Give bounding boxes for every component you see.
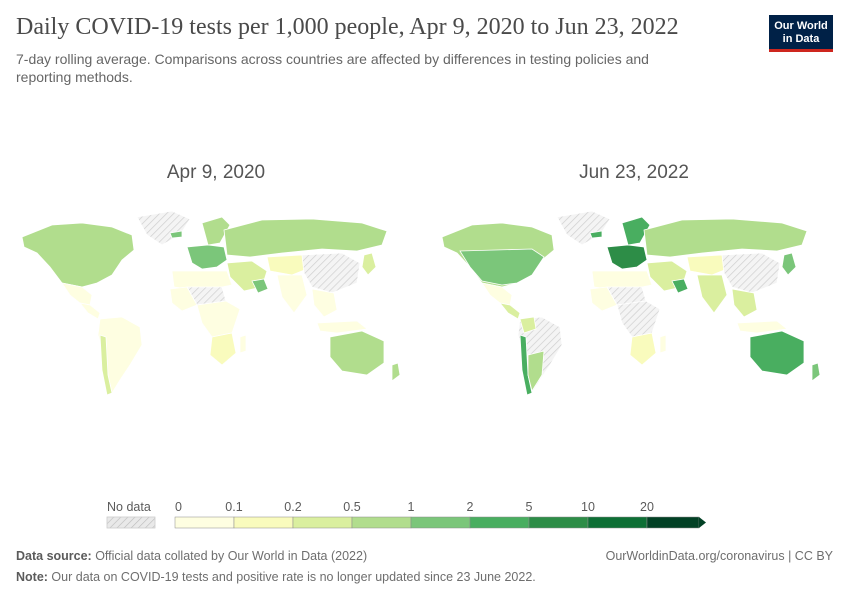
legend-tick-label: 5: [526, 500, 533, 514]
region-southeast-asia[interactable]: [731, 288, 758, 318]
region-australia[interactable]: [749, 330, 805, 376]
legend-no-data-label: No data: [107, 500, 151, 514]
legend-tick-label: 0.5: [343, 500, 360, 514]
footer-note: Note: Our data on COVID-19 tests and pos…: [16, 570, 536, 584]
world-map-right[interactable]: [432, 205, 837, 410]
legend-bin-0: [174, 516, 235, 529]
chart-subtitle: 7-day rolling average. Comparisons acros…: [16, 51, 649, 85]
region-gulf[interactable]: [251, 278, 269, 294]
legend-bin-5: [469, 516, 530, 529]
region-central-asia[interactable]: [266, 254, 313, 276]
region-south-africa[interactable]: [629, 332, 657, 366]
region-usa[interactable]: [459, 248, 545, 286]
legend-tick-label: 20: [640, 500, 654, 514]
note-label: Note:: [16, 570, 48, 584]
legend-tick-label: 0.1: [225, 500, 242, 514]
region-japan-korea[interactable]: [361, 252, 377, 276]
region-russia[interactable]: [643, 218, 808, 258]
region-north-america[interactable]: [21, 222, 135, 288]
region-europe-west[interactable]: [186, 244, 228, 270]
logo-line-1: Our World: [774, 20, 828, 32]
legend-bin-8: [646, 516, 700, 529]
legend-tick-label: 10: [581, 500, 595, 514]
region-colombia[interactable]: [519, 316, 537, 334]
legend-tick-label: 0.2: [284, 500, 301, 514]
region-south-africa[interactable]: [209, 332, 237, 366]
region-central-america[interactable]: [499, 302, 521, 320]
region-indonesia[interactable]: [316, 320, 368, 334]
source-link[interactable]: OurWorldinData.org/coronavirus | CC BY: [605, 549, 833, 563]
data-source-label: Data source:: [16, 549, 92, 563]
region-new-zealand[interactable]: [811, 362, 821, 382]
region-madagascar[interactable]: [239, 334, 247, 354]
map-right-title: Jun 23, 2022: [579, 162, 689, 183]
region-europe-west[interactable]: [606, 244, 648, 270]
region-mexico[interactable]: [481, 282, 513, 306]
logo-line-2: in Data: [782, 33, 820, 45]
color-legend: No data 0 0.1 0.2 0.5 1 2 5 10 20: [106, 500, 706, 529]
legend-tick-label: 0: [175, 500, 182, 514]
region-china[interactable]: [721, 252, 781, 294]
legend-bin-4: [410, 516, 471, 529]
map-left-title: Apr 9, 2020: [166, 162, 266, 183]
region-central-africa[interactable]: [196, 300, 241, 338]
region-madagascar[interactable]: [659, 334, 667, 354]
data-source: Data source: Official data collated by O…: [16, 549, 367, 563]
region-russia[interactable]: [223, 218, 388, 258]
note-text: Our data on COVID-19 tests and positive …: [47, 570, 536, 584]
region-iceland[interactable]: [169, 230, 183, 239]
chart-title: Daily COVID-19 tests per 1,000 people, A…: [16, 14, 679, 40]
region-greenland[interactable]: [136, 210, 191, 246]
region-china[interactable]: [301, 252, 361, 294]
region-japan-korea[interactable]: [781, 252, 797, 276]
legend-bin-3: [351, 516, 412, 529]
region-central-america[interactable]: [79, 302, 101, 320]
region-mexico[interactable]: [61, 282, 93, 306]
data-source-text: Official data collated by Our World in D…: [91, 549, 368, 563]
region-gulf[interactable]: [671, 278, 689, 294]
legend-bin-2: [292, 516, 353, 529]
region-central-asia[interactable]: [686, 254, 733, 276]
region-central-africa[interactable]: [616, 300, 661, 338]
region-south-asia[interactable]: [696, 274, 728, 314]
legend-tick-label: 2: [467, 500, 474, 514]
world-map-left[interactable]: [12, 205, 417, 410]
legend-arrow: [699, 517, 706, 528]
legend-no-data-swatch: [106, 516, 156, 529]
region-argentina[interactable]: [527, 350, 545, 393]
region-south-asia[interactable]: [276, 274, 308, 314]
legend-tick-label: 1: [408, 500, 415, 514]
region-australia[interactable]: [329, 330, 385, 376]
region-west-africa[interactable]: [169, 286, 198, 312]
region-iceland[interactable]: [589, 230, 603, 239]
region-new-zealand[interactable]: [391, 362, 401, 382]
region-west-africa[interactable]: [589, 286, 618, 312]
owid-logo[interactable]: Our World in Data: [769, 15, 833, 52]
region-southeast-asia[interactable]: [311, 288, 338, 318]
region-chile-strip[interactable]: [99, 334, 113, 396]
region-greenland[interactable]: [556, 210, 611, 246]
region-indonesia[interactable]: [736, 320, 788, 334]
legend-bin-6: [528, 516, 589, 529]
legend-bin-7: [587, 516, 648, 529]
legend-bin-1: [233, 516, 294, 529]
